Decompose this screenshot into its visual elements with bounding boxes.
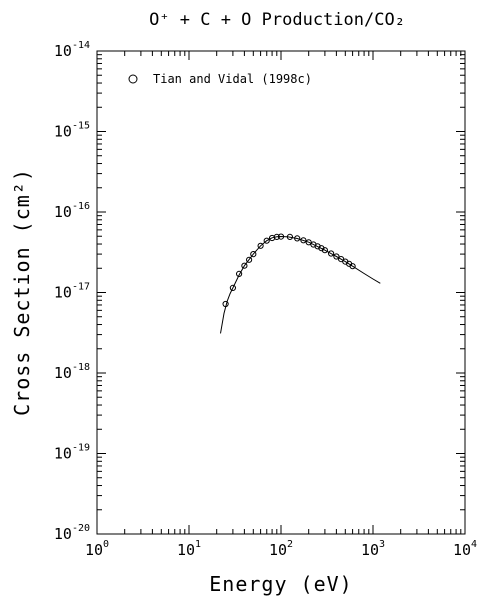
x-tick-label: 102 — [269, 539, 293, 559]
data-point — [300, 237, 307, 244]
y-tick-label: 10-15 — [54, 121, 90, 141]
data-point — [321, 247, 328, 254]
x-tick-label: 101 — [177, 539, 201, 559]
y-tick-label: 10-14 — [54, 40, 90, 60]
plot-area — [220, 233, 381, 334]
data-point — [328, 250, 335, 257]
y-axis-label: Cross Section (cm²) — [10, 168, 34, 416]
y-tick-label: 10-18 — [54, 362, 90, 382]
y-tick-label: 10-19 — [54, 443, 90, 463]
legend-marker — [128, 74, 138, 84]
legend: Tian and Vidal (1998c) — [128, 72, 312, 86]
data-point — [333, 253, 340, 260]
x-tick-label: 104 — [453, 539, 477, 559]
chart-title: O⁺ + C + O Production/CO₂ — [149, 10, 405, 30]
plot-frame — [96, 50, 466, 535]
data-point — [257, 242, 264, 249]
y-tick-label: 10-16 — [54, 201, 90, 221]
x-axis-label: Energy (eV) — [209, 572, 352, 596]
x-tick-label: 103 — [361, 539, 385, 559]
data-point — [241, 262, 248, 269]
data-point — [236, 270, 243, 277]
legend-label: Tian and Vidal (1998c) — [153, 72, 312, 86]
data-point — [349, 263, 356, 270]
y-tick-label: 10-20 — [54, 523, 90, 543]
data-point — [229, 284, 236, 291]
data-point — [246, 256, 253, 263]
axis-ticks — [96, 50, 466, 535]
data-point — [263, 237, 270, 244]
data-point — [250, 251, 257, 258]
axis-tick-labels: 100 101 102 103 104 10-20 10-19 10-18 10-17 10-16… — [54, 40, 477, 559]
y-tick-label: 10-17 — [54, 282, 90, 302]
x-tick-label: 100 — [85, 539, 109, 559]
fit-curve — [220, 235, 381, 334]
